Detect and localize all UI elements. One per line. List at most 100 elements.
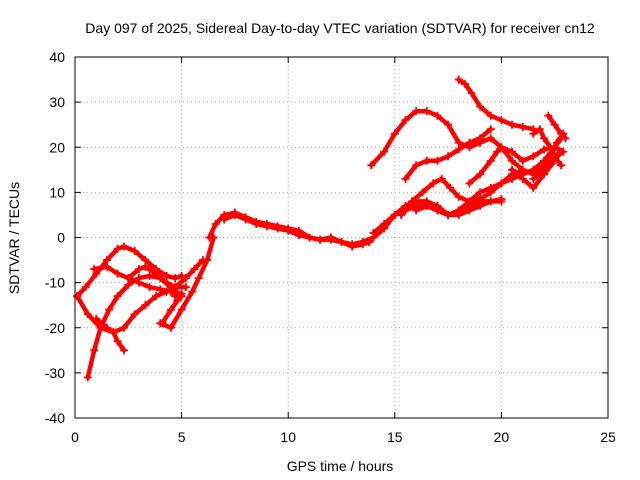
y-tick-label: -30 [45, 365, 65, 381]
series-sat-e [90, 262, 186, 298]
data-point [190, 265, 199, 274]
y-tick-label: -10 [45, 275, 65, 291]
data-point [401, 174, 410, 183]
x-tick-label: 10 [280, 429, 296, 445]
data-point [273, 224, 282, 233]
x-tick-label: 20 [494, 429, 510, 445]
data-point [367, 161, 376, 170]
data-point [486, 125, 495, 134]
data-point [529, 129, 538, 138]
x-tick-label: 5 [178, 429, 186, 445]
data-point [422, 156, 431, 165]
data-point [497, 179, 506, 188]
data-point [561, 134, 570, 143]
data-point [171, 283, 180, 292]
data-point [407, 197, 416, 206]
data-point [508, 120, 517, 129]
data-point [369, 228, 378, 237]
y-axis-label: SDTVAR / TECUs [6, 182, 22, 294]
data-point [177, 305, 186, 314]
y-tick-label: -40 [45, 410, 65, 426]
data-point [92, 314, 101, 323]
data-point [83, 373, 92, 382]
data-point [535, 125, 544, 134]
data-point [262, 222, 271, 231]
data-point [162, 271, 171, 280]
data-point [557, 147, 566, 156]
y-tick-label: 20 [49, 139, 65, 155]
data-point [493, 147, 502, 156]
data-point [444, 120, 453, 129]
data-point [166, 323, 175, 332]
data-point [141, 262, 150, 271]
data-point [113, 337, 122, 346]
data-point [497, 143, 506, 152]
y-tick-label: 0 [57, 230, 65, 246]
data-point [105, 305, 114, 314]
data-point [337, 238, 346, 247]
y-tick-label: 40 [49, 49, 65, 65]
data-point [476, 195, 485, 204]
data-point [365, 238, 374, 247]
data-point [508, 156, 517, 165]
data-point [141, 256, 150, 265]
data-point [152, 269, 161, 278]
data-point [444, 210, 453, 219]
data-point [145, 283, 154, 292]
data-point [81, 283, 90, 292]
series-group [73, 75, 570, 382]
data-point [497, 195, 506, 204]
data-point [412, 107, 421, 116]
data-point [390, 129, 399, 138]
data-point [397, 210, 406, 219]
series-sat-u [508, 147, 566, 192]
data-point [540, 145, 549, 154]
data-point [177, 271, 186, 280]
data-point [454, 75, 463, 84]
data-point [134, 265, 143, 274]
data-point [166, 305, 175, 314]
data-point [529, 152, 538, 161]
data-point [130, 247, 139, 256]
data-point [486, 134, 495, 143]
data-point [124, 280, 133, 289]
data-point [124, 274, 133, 283]
data-point [429, 179, 438, 188]
data-point [211, 219, 220, 228]
x-tick-label: 15 [387, 429, 403, 445]
data-point [467, 89, 476, 98]
data-point [446, 183, 455, 192]
data-point [518, 174, 527, 183]
series-sat-n [401, 125, 495, 183]
data-point [194, 274, 203, 283]
data-point [476, 170, 485, 179]
data-point [444, 152, 453, 161]
y-tick-label: 30 [49, 94, 65, 110]
data-point [454, 138, 463, 147]
data-point [557, 129, 566, 138]
x-tick-label: 25 [600, 429, 616, 445]
data-point [418, 188, 427, 197]
data-point [205, 233, 214, 242]
data-point [120, 323, 129, 332]
data-point [380, 219, 389, 228]
data-point [294, 231, 303, 240]
data-point [177, 292, 186, 301]
ticks: 0 5 10 15 20 25 -40 -30 -20 -10 0 10 20 30 40 [45, 49, 616, 445]
series-sat-h [158, 292, 186, 328]
chart-title: Day 097 of 2025, Sidereal Day-to-day VTE… [85, 20, 595, 36]
y-tick-label: 10 [49, 184, 65, 200]
data-point [433, 111, 442, 120]
data-point [141, 301, 150, 310]
data-point [241, 215, 250, 224]
data-point [476, 102, 485, 111]
data-point [181, 274, 190, 283]
data-point [544, 111, 553, 120]
data-point [412, 161, 421, 170]
series-sat-g [156, 233, 218, 332]
data-point [540, 170, 549, 179]
data-point [145, 271, 154, 280]
data-point [550, 120, 559, 129]
data-point [401, 116, 410, 125]
